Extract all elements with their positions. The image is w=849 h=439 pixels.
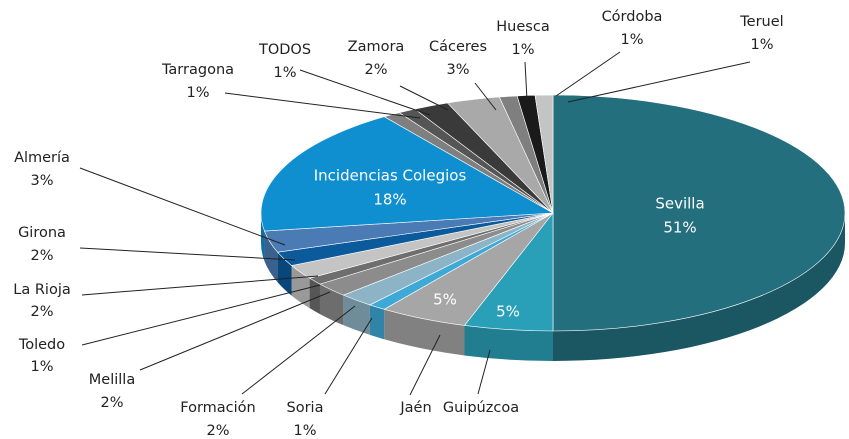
leader-line (524, 61, 528, 101)
value-label: 1% (620, 32, 643, 48)
slice-label: Toledo (18, 337, 65, 353)
slice-label: Zamora (348, 39, 405, 55)
value-label: 5% (496, 303, 520, 321)
slice-side (343, 295, 370, 335)
slice-side (264, 231, 278, 283)
slice-label: Girona (18, 225, 66, 241)
slice-label: Almería (14, 150, 70, 166)
slice-side (464, 325, 553, 361)
leader-line (81, 284, 321, 346)
value-label: 51% (663, 219, 696, 237)
slice (534, 94, 554, 214)
slice-label: Jaén (399, 400, 431, 416)
slice-label: Sevilla (655, 195, 704, 213)
slice-label: Córdoba (602, 9, 663, 25)
leader-line (399, 85, 449, 111)
slice-label: Tarragona (161, 62, 234, 78)
leader-line (567, 61, 751, 103)
value-label: 3% (446, 62, 469, 78)
value-label: 18% (373, 191, 406, 209)
value-label: 5% (433, 291, 457, 309)
leader-line (241, 305, 356, 395)
slice (260, 116, 555, 232)
value-label: 2% (30, 304, 53, 320)
slice-label: Incidencias Colegios (314, 167, 467, 185)
leader-line (139, 291, 331, 371)
slice-label: Teruel (739, 14, 783, 30)
value-label: 1% (511, 42, 534, 58)
slice-label: La Rioja (13, 282, 70, 298)
value-label: 1% (293, 423, 316, 439)
slice-label: Melilla (89, 372, 135, 388)
slice-label: Soria (287, 400, 324, 416)
leader-line (224, 92, 421, 119)
value-label: 1% (186, 85, 209, 101)
value-label: 1% (750, 37, 773, 53)
leader-line (477, 349, 491, 395)
slice-label: Guipúzcoa (443, 400, 519, 416)
leader-line (81, 275, 319, 296)
leader-line (79, 167, 286, 246)
value-label: 2% (100, 395, 123, 411)
slice-side (277, 252, 292, 296)
slice-side (291, 265, 310, 309)
slice-label: Huesca (496, 19, 549, 35)
value-label: 1% (273, 65, 296, 81)
slice-label: Cáceres (429, 39, 487, 55)
slice-side (319, 284, 344, 326)
value-label: 1% (30, 359, 53, 375)
value-label: 2% (364, 62, 387, 78)
leader-line (324, 317, 373, 395)
slice-label: TODOS (258, 42, 311, 58)
slice (552, 94, 846, 332)
slice-side (384, 309, 465, 356)
leader-line (409, 334, 441, 396)
leader-line (299, 69, 431, 116)
leader-line (79, 247, 296, 261)
value-label: 3% (30, 173, 53, 189)
value-label: 2% (206, 423, 229, 439)
slice-label: Formación (180, 400, 255, 416)
value-label: 2% (30, 248, 53, 264)
leader-line (555, 51, 621, 97)
slice-side (553, 213, 845, 361)
slice-side (369, 304, 385, 340)
leader-line (474, 82, 497, 111)
